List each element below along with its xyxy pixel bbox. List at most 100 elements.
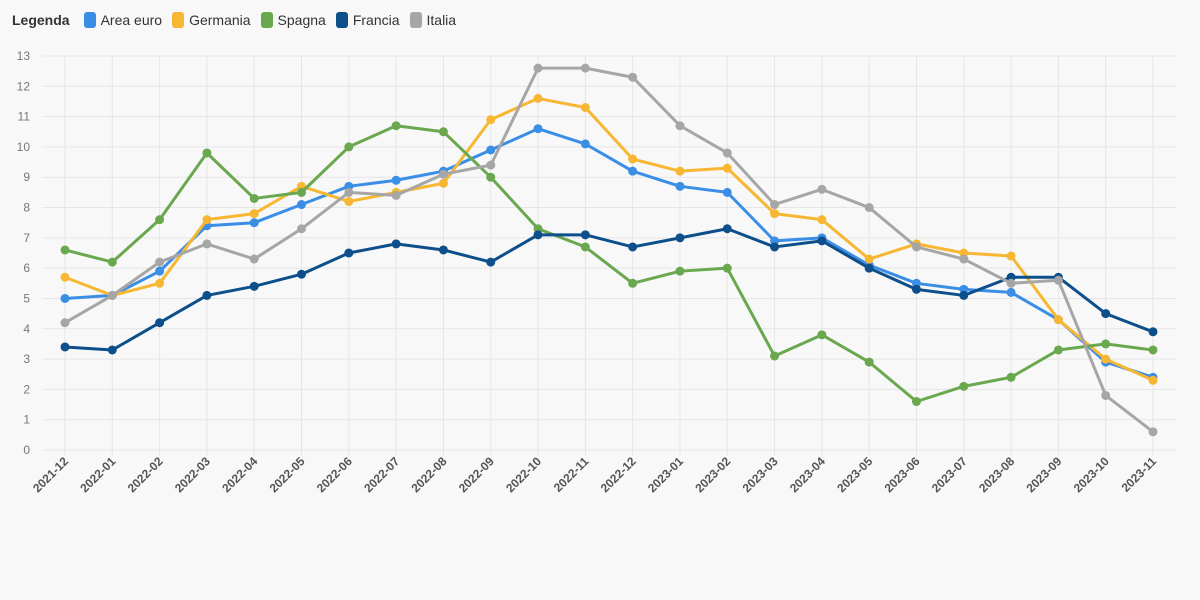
data-point-spagna (155, 215, 165, 225)
legend-label: Area euro (100, 12, 163, 28)
data-point-italia (1053, 275, 1063, 285)
data-point-francia (628, 242, 638, 252)
data-point-francia (202, 290, 212, 300)
data-point-italia (60, 318, 70, 328)
data-point-spagna (864, 357, 874, 367)
data-point-francia (60, 342, 70, 352)
y-tick-label: 1 (23, 413, 30, 427)
data-point-germania (533, 93, 543, 103)
series-line-italia (63, 66, 1155, 434)
x-tick-label: 2022-05 (267, 454, 308, 495)
data-point-spagna (959, 381, 969, 391)
data-point-francia (533, 230, 543, 240)
data-point-italia (533, 63, 543, 73)
data-point-francia (580, 230, 590, 240)
series-line-germania (63, 96, 1155, 382)
data-point-francia (249, 281, 259, 291)
y-tick-label: 10 (17, 140, 31, 154)
data-point-germania (864, 254, 874, 264)
y-tick-label: 4 (23, 322, 30, 336)
series-spagna (60, 121, 1158, 407)
data-point-francia (675, 233, 685, 243)
data-point-spagna (770, 351, 780, 361)
y-tick-label: 3 (23, 352, 30, 366)
y-tick-label: 12 (17, 79, 31, 93)
data-point-francia (344, 248, 354, 258)
y-tick-label: 8 (23, 201, 30, 215)
x-tick-label: 2023-09 (1023, 454, 1064, 495)
data-point-spagna (722, 263, 732, 273)
data-point-spagna (249, 193, 259, 203)
x-tick-label: 2022-12 (598, 454, 639, 495)
data-point-francia (486, 257, 496, 267)
series-francia (60, 224, 1158, 355)
data-point-germania (1101, 354, 1111, 364)
data-point-spagna (297, 187, 307, 197)
data-point-spagna (675, 266, 685, 276)
data-point-area-euro (249, 218, 259, 228)
x-tick-label: 2022-01 (77, 454, 118, 495)
series-line-area-euro (63, 127, 1155, 379)
data-point-italia (675, 121, 685, 131)
data-point-italia (155, 257, 165, 267)
x-tick-label: 2022-07 (361, 454, 402, 495)
data-point-spagna (1101, 339, 1111, 349)
x-tick-label: 2023-01 (645, 454, 686, 495)
data-point-germania (1053, 315, 1063, 325)
y-tick-label: 5 (23, 291, 30, 305)
legend-item-spagna[interactable]: Spagna (260, 12, 326, 28)
data-point-spagna (628, 278, 638, 288)
data-point-spagna (911, 397, 921, 407)
data-point-italia (391, 190, 401, 200)
data-point-spagna (391, 121, 401, 131)
series-line-spagna (63, 124, 1155, 404)
legend-title: Legenda (12, 12, 70, 28)
legend-label: Francia (352, 12, 400, 28)
data-point-spagna (344, 142, 354, 152)
data-point-italia (438, 169, 448, 179)
data-point-area-euro (391, 175, 401, 185)
data-point-germania (486, 115, 496, 125)
data-point-area-euro (533, 124, 543, 134)
data-point-germania (438, 178, 448, 188)
legend-swatch (409, 12, 422, 28)
legend-item-area-euro[interactable]: Area euro (83, 12, 163, 28)
x-tick-label: 2023-06 (882, 454, 923, 495)
x-tick-label: 2023-02 (692, 454, 733, 495)
legend-item-germania[interactable]: Germania (172, 12, 251, 28)
series-layer (60, 63, 1158, 437)
y-tick-label: 13 (17, 49, 31, 63)
series-germania (60, 93, 1158, 385)
y-tick-label: 9 (23, 170, 30, 184)
data-point-area-euro (297, 200, 307, 210)
x-tick-label: 2023-11 (1119, 454, 1160, 495)
data-point-germania (249, 209, 259, 219)
legend-swatch (83, 12, 96, 28)
data-point-area-euro (628, 166, 638, 176)
data-point-italia (959, 254, 969, 264)
data-point-francia (770, 242, 780, 252)
series-area-euro (60, 124, 1158, 382)
data-point-italia (911, 242, 921, 252)
legend-item-italia[interactable]: Italia (409, 12, 456, 28)
data-point-francia (391, 239, 401, 249)
y-tick-label: 7 (23, 231, 30, 245)
data-point-italia (770, 200, 780, 210)
y-tick-label: 11 (18, 110, 31, 124)
data-point-spagna (1006, 372, 1016, 382)
data-point-italia (107, 290, 117, 300)
x-tick-label: 2023-05 (834, 454, 875, 495)
x-tick-label: 2022-08 (409, 454, 450, 495)
data-point-germania (628, 154, 638, 164)
data-point-francia (864, 263, 874, 273)
data-point-italia (817, 184, 827, 194)
data-point-francia (155, 318, 165, 328)
data-point-francia (297, 269, 307, 279)
data-point-spagna (202, 148, 212, 158)
legend-item-francia[interactable]: Francia (335, 12, 400, 28)
data-point-spagna (438, 127, 448, 137)
x-tick-label: 2022-03 (172, 454, 213, 495)
series-italia (60, 63, 1158, 437)
